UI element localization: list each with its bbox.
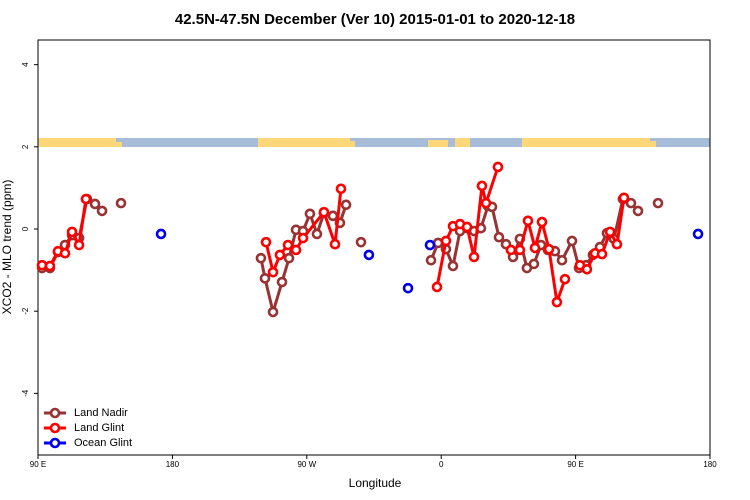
data-point — [543, 243, 555, 255]
x-tick-label: 90 E — [30, 460, 46, 469]
data-point — [522, 215, 534, 227]
land-mask-strip — [38, 138, 710, 147]
x-tick-label: 90 W — [297, 460, 316, 469]
x-tick-label: 180 — [166, 460, 180, 469]
data-point — [115, 197, 127, 209]
x-tick-label: 0 — [439, 460, 444, 469]
data-point — [327, 210, 339, 222]
data-point — [692, 228, 704, 240]
data-point — [514, 244, 526, 256]
data-point — [282, 239, 294, 251]
data-point — [652, 197, 664, 209]
data-point — [480, 197, 492, 209]
data-point — [447, 260, 459, 272]
x-tick-label: 180 — [703, 460, 717, 469]
legend-label: Ocean Glint — [74, 437, 132, 449]
data-point — [96, 205, 108, 217]
data-point — [283, 252, 295, 264]
data-point — [611, 238, 623, 250]
data-point — [536, 216, 548, 228]
data-point — [493, 231, 505, 243]
data-point — [440, 235, 452, 247]
x-axis-label: Longitude — [349, 476, 402, 490]
y-tick-label: 2 — [21, 144, 30, 149]
data-point — [267, 306, 279, 318]
data-point — [80, 193, 92, 205]
data-point — [556, 254, 568, 266]
data-point — [255, 252, 267, 264]
y-tick-label: -4 — [21, 389, 30, 397]
data-point — [431, 281, 443, 293]
data-point — [551, 296, 563, 308]
data-point — [424, 239, 436, 251]
data-point — [625, 197, 637, 209]
y-tick-label: 4 — [21, 62, 30, 67]
data-point — [529, 242, 541, 254]
data-point — [528, 258, 540, 270]
data-point — [632, 205, 644, 217]
data-point — [581, 263, 593, 275]
data-point — [274, 249, 286, 261]
data-point — [402, 282, 414, 294]
legend-label: Land Nadir — [74, 407, 128, 419]
data-point — [297, 232, 309, 244]
data-point — [59, 247, 71, 259]
data-point — [596, 248, 608, 260]
data-point — [276, 276, 288, 288]
data-point — [604, 226, 616, 238]
data-point — [468, 251, 480, 263]
data-point — [363, 249, 375, 261]
data-point — [618, 192, 630, 204]
chart-title: 42.5N-47.5N December (Ver 10) 2015-01-01… — [175, 11, 575, 28]
data-point — [73, 239, 85, 251]
data-point — [505, 244, 517, 256]
legend-marker — [49, 407, 61, 419]
y-axis-label: XCO2 - MLO trend (ppm) — [0, 180, 14, 315]
legend-label: Land Glint — [74, 422, 124, 434]
data-point — [44, 260, 56, 272]
data-point — [290, 244, 302, 256]
data-point — [66, 226, 78, 238]
data-point — [425, 254, 437, 266]
data-point — [259, 273, 271, 284]
data-point — [461, 221, 473, 233]
legend-marker — [49, 437, 61, 449]
data-point — [304, 208, 316, 220]
data-point — [267, 266, 279, 278]
data-point — [340, 199, 352, 211]
data-point — [355, 236, 367, 248]
y-tick-label: 0 — [21, 226, 30, 231]
y-tick-label: -2 — [21, 307, 30, 315]
data-point — [89, 198, 101, 210]
data-point — [492, 161, 504, 173]
data-point — [311, 228, 323, 240]
data-point — [329, 238, 341, 250]
data-point — [476, 180, 488, 192]
plot-frame — [37, 39, 711, 456]
data-point — [155, 228, 167, 240]
data-point — [566, 235, 578, 247]
data-point — [335, 183, 347, 195]
x-tick-label: 90 E — [567, 460, 583, 469]
legend-marker — [49, 422, 61, 434]
data-point — [318, 206, 330, 218]
series-line — [42, 199, 658, 312]
data-point — [559, 273, 571, 285]
series-line — [41, 166, 626, 303]
data-point — [260, 236, 272, 248]
